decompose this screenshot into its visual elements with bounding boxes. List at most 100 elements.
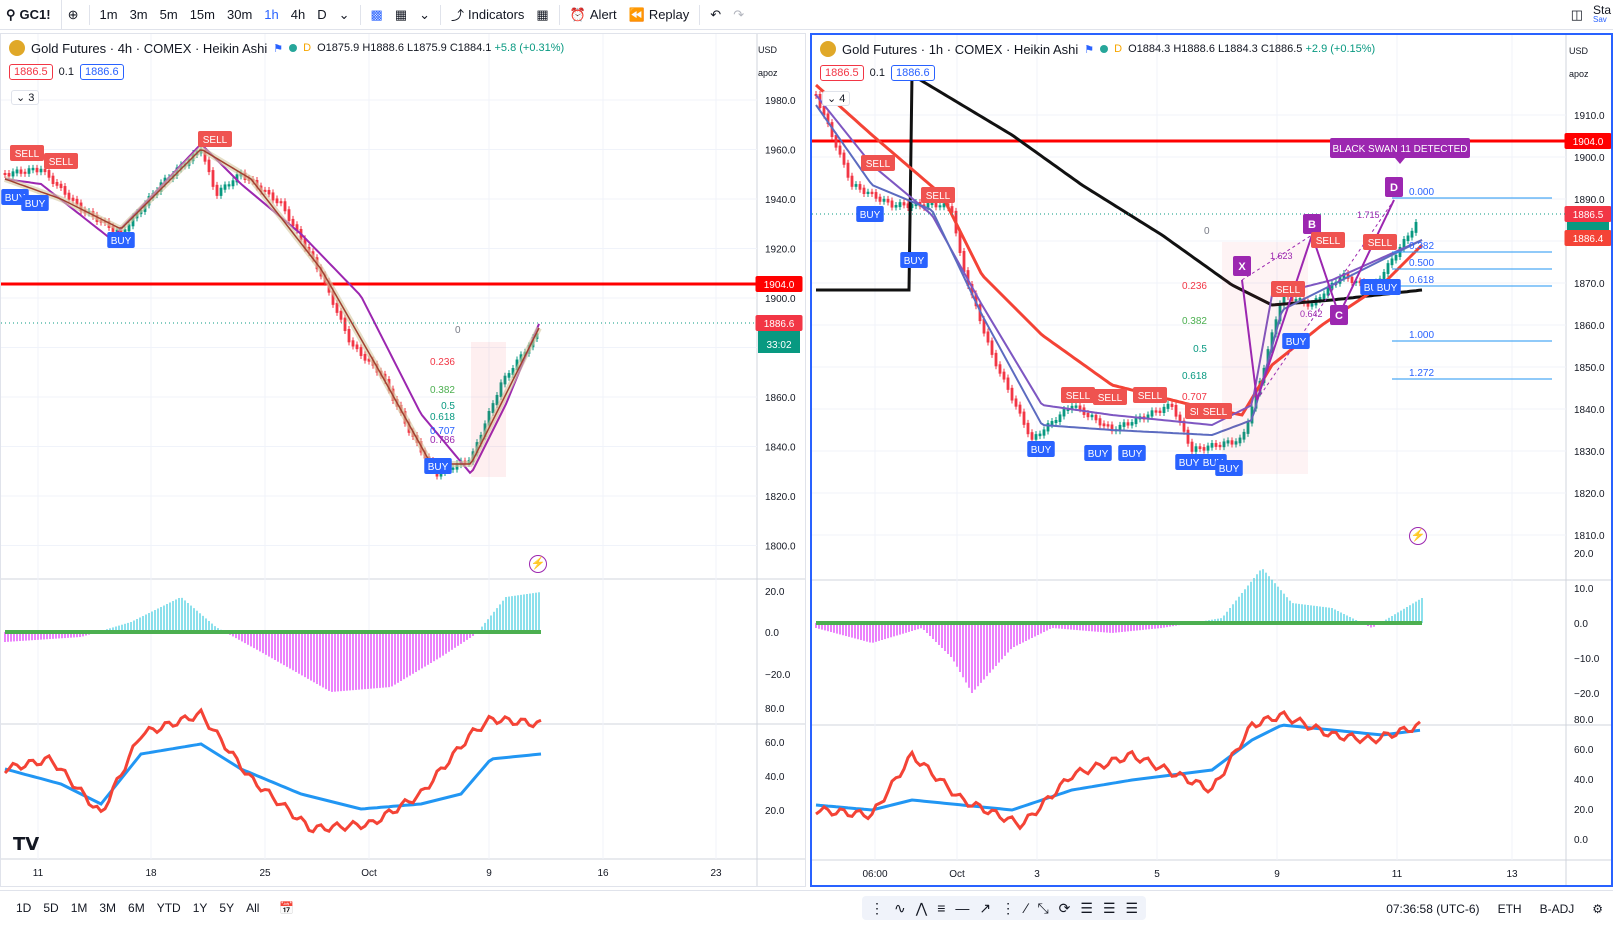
candle-body bbox=[127, 224, 131, 232]
settings-gear-icon[interactable]: ⚙ bbox=[1592, 901, 1603, 916]
trend-line-icon[interactable]: ∕ bbox=[1025, 900, 1028, 916]
fib-channel-icon[interactable]: ☰ bbox=[1125, 899, 1139, 916]
tf-1m[interactable]: 1m bbox=[99, 7, 118, 22]
scale-mode-selector[interactable]: apoz bbox=[758, 68, 778, 78]
time-tick-label: Oct bbox=[949, 869, 965, 880]
range-all[interactable]: All bbox=[246, 901, 260, 915]
signal-sell: SELL bbox=[1098, 393, 1123, 404]
range-3m[interactable]: 3M bbox=[99, 901, 117, 915]
elliott-wave-icon[interactable]: ∿ bbox=[894, 899, 906, 916]
tf-5m[interactable]: 5m bbox=[159, 7, 178, 22]
symbol-search[interactable]: ⚲ GC1! bbox=[0, 0, 62, 30]
clock-time[interactable]: 07:36:58 (UTC-6) bbox=[1386, 901, 1480, 916]
indicators-button[interactable]: ⤴ Indicators bbox=[445, 0, 530, 30]
candle-body bbox=[1102, 423, 1106, 427]
sell-price-button[interactable]: 1886.5 bbox=[9, 64, 53, 80]
tf-D[interactable]: D bbox=[317, 7, 327, 22]
chart-panel-1h[interactable]: 1910.01900.01890.01880.01870.01860.01850… bbox=[810, 33, 1613, 887]
sell-price-button[interactable]: 1886.5 bbox=[820, 65, 864, 81]
currency-selector[interactable]: USD bbox=[1569, 46, 1589, 56]
chart-title[interactable]: Gold Futures · 4h · COMEX · Heikin Ashi bbox=[31, 40, 268, 56]
lightning-icon[interactable]: ⚡ bbox=[529, 555, 547, 573]
fib-extension-label: 0.500 bbox=[1409, 258, 1434, 269]
adjustment-toggle[interactable]: B-ADJ bbox=[1539, 901, 1575, 916]
ray-icon[interactable]: ↗ bbox=[979, 899, 992, 916]
candle-body bbox=[1278, 303, 1282, 322]
chevron-down-icon: ⌄ bbox=[338, 6, 350, 22]
indicator-collapse-button[interactable]: ⌄ 4 bbox=[822, 91, 851, 106]
fib-retracement-icon[interactable]: ☰ bbox=[1080, 899, 1093, 916]
undo-icon: ↶ bbox=[710, 6, 722, 22]
tf-3m[interactable]: 3m bbox=[129, 7, 148, 22]
candle-body bbox=[511, 368, 515, 376]
candle-body bbox=[1166, 403, 1170, 409]
chart-title[interactable]: Gold Futures · 1h · COMEX · Heikin Ashi bbox=[842, 41, 1079, 57]
ohlc-values: O1884.3 H1888.6 L1884.3 C1886.5 +2.9 (+0… bbox=[1128, 43, 1375, 55]
flag-icon[interactable]: ⚑ bbox=[273, 42, 284, 55]
chart-panel-4h[interactable]: 1980.0 1960.0 1940.0 1920.0 1900.0 18 80.0 1860… bbox=[0, 33, 806, 887]
xabcd-pattern-icon[interactable]: ⤡ bbox=[1037, 899, 1049, 916]
range-5d[interactable]: 5D bbox=[43, 901, 59, 915]
bar-style-button[interactable]: ▩ bbox=[365, 0, 389, 30]
replay-button[interactable]: ⏪ Replay bbox=[623, 0, 696, 30]
tf-30m[interactable]: 30m bbox=[226, 7, 253, 22]
undo-button[interactable]: ↶ bbox=[704, 0, 727, 30]
save-status[interactable]: Sta Sav bbox=[1589, 5, 1613, 25]
signal-sell-bg bbox=[10, 145, 44, 161]
redo-button[interactable]: ↷ bbox=[727, 0, 750, 30]
chart-type-button[interactable]: ▦ bbox=[389, 0, 413, 30]
fixed-range-icon[interactable]: ⋮ bbox=[1001, 899, 1016, 916]
abc-pattern-icon[interactable]: ⋀ bbox=[915, 899, 928, 916]
indicator-collapse-button[interactable]: ⌄ 3 bbox=[11, 90, 40, 105]
range-1m[interactable]: 1M bbox=[70, 901, 88, 915]
lightning-icon[interactable]: ⚡ bbox=[1409, 527, 1427, 545]
go-to-date-button[interactable]: 📅 bbox=[273, 901, 300, 915]
range-5y[interactable]: 5Y bbox=[219, 901, 235, 915]
fib-level-label: 0.236 bbox=[430, 357, 455, 368]
templates-button[interactable]: ▦ bbox=[530, 0, 554, 30]
candle-body bbox=[886, 198, 890, 203]
candle-body bbox=[1382, 271, 1386, 281]
compare-symbol-button[interactable]: ⊕ bbox=[62, 0, 85, 30]
fib-spiral-icon[interactable]: ⟳ bbox=[1058, 899, 1071, 916]
session-toggle[interactable]: ETH bbox=[1497, 901, 1522, 916]
signal-sell-bg bbox=[921, 187, 955, 203]
timeframe-dropdown[interactable]: ⌄ bbox=[333, 0, 356, 30]
range-1y[interactable]: 1Y bbox=[192, 901, 208, 915]
signal-sell: SELL bbox=[1066, 391, 1091, 402]
drag-handle-icon[interactable]: ⋮ bbox=[870, 899, 884, 916]
fib-level-label: 0.236 bbox=[1182, 281, 1207, 292]
high-value: H1888.6 bbox=[362, 42, 404, 54]
candle-body bbox=[219, 187, 223, 196]
buy-price-button[interactable]: 1886.6 bbox=[890, 65, 935, 81]
flag-icon[interactable]: ⚑ bbox=[1084, 43, 1095, 56]
chart-type-dropdown[interactable]: ⌄ bbox=[413, 0, 436, 30]
horizontal-line-icon[interactable]: — bbox=[955, 900, 970, 916]
chart-canvas-1h[interactable]: 1910.01900.01890.01880.01870.01860.01850… bbox=[812, 35, 1611, 885]
candle-body bbox=[1030, 432, 1034, 440]
fib-extension-icon[interactable]: ☰ bbox=[1102, 899, 1116, 916]
indicators-label: Indicators bbox=[468, 7, 525, 22]
currency-selector[interactable]: USD bbox=[758, 45, 778, 55]
tf-1h[interactable]: 1h bbox=[264, 7, 279, 22]
chart-canvas-4h[interactable]: 1980.0 1960.0 1940.0 1920.0 1900.0 18 80.0 1860… bbox=[1, 34, 805, 886]
time-tick-label: 11 bbox=[1392, 869, 1403, 880]
layout-button[interactable]: ◫ bbox=[1565, 0, 1589, 30]
range-1d[interactable]: 1D bbox=[16, 901, 32, 915]
rsi-line bbox=[815, 710, 1421, 831]
tradingview-logo[interactable]: TV bbox=[13, 834, 40, 855]
candle-body bbox=[1238, 437, 1242, 444]
range-6m[interactable]: 6M bbox=[128, 901, 145, 915]
candle-body bbox=[211, 170, 215, 187]
channel-icon[interactable]: ≡ bbox=[937, 900, 946, 916]
tf-15m[interactable]: 15m bbox=[189, 7, 215, 22]
signal-buy-bg bbox=[1282, 333, 1310, 349]
scale-mode-selector[interactable]: apoz bbox=[1569, 69, 1589, 79]
signal-buy: BUY bbox=[1219, 464, 1240, 475]
buy-price-button[interactable]: 1886.6 bbox=[79, 64, 124, 80]
tf-4h[interactable]: 4h bbox=[290, 7, 306, 22]
alert-button[interactable]: ⏰ Alert bbox=[564, 0, 623, 30]
search-icon: ⚲ bbox=[6, 6, 16, 22]
fib-level-label: 0.618 bbox=[1182, 371, 1207, 382]
range-ytd[interactable]: YTD bbox=[156, 901, 181, 915]
